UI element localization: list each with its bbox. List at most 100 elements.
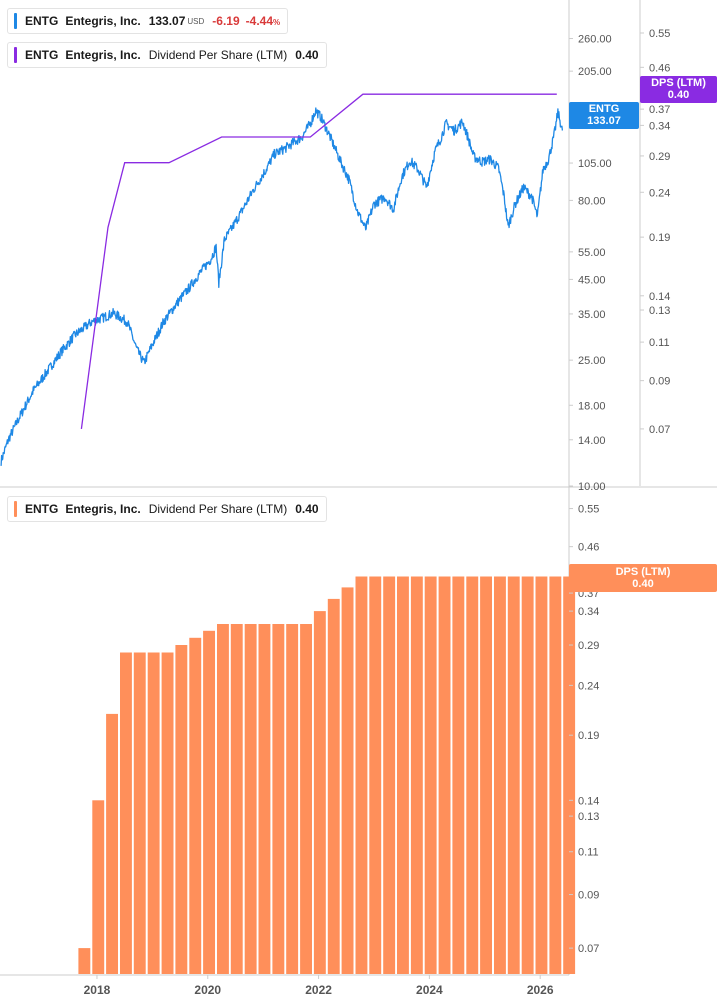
dps-bar-21 — [369, 576, 382, 974]
dps-bar-0 — [78, 948, 91, 974]
price-axis-tick-label-0: 10.00 — [578, 481, 606, 493]
price-axis-tick-label-10: 205.00 — [578, 66, 612, 78]
dps-bar-35 — [563, 576, 576, 974]
bar-axis-tick-label-5: 0.19 — [578, 730, 599, 742]
time-axis-label-2020: 2020 — [194, 983, 221, 997]
legend-dps-bottom-swatch — [14, 501, 17, 517]
price-tag: ENTG 133.07 — [569, 102, 639, 129]
dps-bar-26 — [438, 576, 451, 974]
legend-price-ticker: ENTG — [25, 14, 59, 28]
price-axis-tick-label-4: 35.00 — [578, 309, 606, 321]
price-tag-value: 133.07 — [587, 115, 621, 127]
legend-dps-top[interactable]: ENTG Entegris, Inc. Dividend Per Share (… — [7, 42, 327, 68]
dps-bar-13 — [258, 624, 271, 974]
dps-bar-6 — [161, 652, 174, 974]
dps-bar-34 — [549, 576, 562, 974]
dps-bar-32 — [521, 576, 534, 974]
price-axis-tick-label-3: 25.00 — [578, 355, 606, 367]
legend-price-change-pct-value: -4.44 — [245, 14, 274, 28]
price-axis-tick-label-8: 105.00 — [578, 158, 612, 170]
price-line — [0, 107, 564, 466]
dps-bar-3 — [120, 652, 132, 974]
dps-bar-33 — [535, 576, 548, 974]
bar-axis-tick-label-2: 0.11 — [578, 847, 599, 859]
legend-dps-top-value: 0.40 — [295, 48, 319, 62]
dps-bar-12 — [244, 624, 257, 974]
dps-bar-18 — [327, 598, 340, 974]
dps-axis-tick-label-10: 0.46 — [649, 62, 670, 74]
legend-dps-bottom[interactable]: ENTG Entegris, Inc. Dividend Per Share (… — [7, 496, 327, 522]
price-tag-ticker: ENTG — [588, 103, 620, 115]
bar-axis-tick-label-8: 0.34 — [578, 606, 599, 618]
dps-bar-11 — [230, 624, 243, 974]
dps-axis-tick-label-11: 0.55 — [649, 28, 670, 40]
dps-line-price-tag: DPS (LTM) 0.40 — [640, 76, 717, 103]
bar-axis-tick-label-11: 0.55 — [578, 504, 599, 516]
dps-axis-tick-label-1: 0.09 — [649, 376, 670, 388]
dps-axis-tick-label-0: 0.07 — [649, 424, 670, 436]
price-axis-tick-label-7: 80.00 — [578, 195, 606, 207]
dps-bar-10 — [217, 624, 229, 974]
price-axis-tick-label-6: 55.00 — [578, 247, 606, 259]
bar-axis-tick-label-6: 0.24 — [578, 680, 599, 692]
dps-bar-15 — [286, 624, 299, 974]
bar-axis-tick-label-10: 0.46 — [578, 542, 599, 554]
dps-bar-2 — [106, 713, 118, 974]
legend-dps-top-ticker: ENTG — [25, 48, 59, 62]
legend-dps-top-swatch — [14, 47, 17, 63]
dps-axis-tick-label-5: 0.19 — [649, 232, 670, 244]
time-axis-label-2026: 2026 — [527, 983, 554, 997]
dps-bar-19 — [341, 587, 354, 974]
bar-tag-label: DPS (LTM) — [615, 566, 671, 578]
bar-axis-tick-label-1: 0.09 — [578, 890, 599, 902]
dps-axis-tick-label-9: 0.37 — [649, 104, 670, 116]
dps-axis-tick-label-8: 0.34 — [649, 120, 670, 132]
price-axis-tick-label-11: 260.00 — [578, 34, 612, 46]
legend-price-company: Entegris, Inc. — [65, 14, 141, 28]
legend-price-currency: USD — [187, 16, 205, 26]
dps-axis-tick-label-4: 0.14 — [649, 291, 670, 303]
time-axis-label-2018: 2018 — [84, 983, 111, 997]
dps-bar-25 — [424, 576, 437, 974]
dps-line-tag-label: DPS (LTM) — [651, 77, 706, 89]
price-axis-tick-label-1: 14.00 — [578, 435, 606, 447]
dps-bar-9 — [203, 630, 215, 974]
time-axis-label-2022: 2022 — [305, 983, 332, 997]
dps-bar-29 — [480, 576, 492, 974]
dps-axis-tick-label-7: 0.29 — [649, 151, 670, 163]
dps-line — [80, 93, 557, 429]
legend-price-value: 133.07 — [148, 14, 186, 28]
dps-bar-5 — [147, 652, 160, 974]
dps-bar-7 — [175, 645, 188, 974]
dps-bar-24 — [410, 576, 423, 974]
legend-price-change-pct: -4.44% — [246, 14, 280, 28]
dps-bar-16 — [300, 624, 312, 974]
dps-axis-tick-label-6: 0.24 — [649, 187, 670, 199]
bar-axis-tick-label-0: 0.07 — [578, 943, 599, 955]
legend-price-pct-sign: % — [273, 18, 281, 27]
dps-bar-20 — [355, 576, 368, 974]
price-axis-tick-label-2: 18.00 — [578, 400, 606, 412]
dps-axis-tick-label-3: 0.13 — [649, 305, 670, 317]
dps-line-tag-value: 0.40 — [667, 89, 690, 101]
bar-axis-tick-label-3: 0.13 — [578, 811, 599, 823]
dps-bar-23 — [397, 576, 409, 974]
legend-dps-top-company: Entegris, Inc. — [65, 48, 141, 62]
dps-bar-14 — [272, 624, 285, 974]
dps-bar-30 — [494, 576, 506, 974]
dps-bar-27 — [452, 576, 465, 974]
legend-price[interactable]: ENTG Entegris, Inc. 133.07 USD -6.19 -4.… — [7, 8, 289, 34]
legend-dps-bottom-company: Entegris, Inc. — [65, 502, 141, 516]
dps-bar-22 — [383, 576, 396, 974]
legend-dps-bottom-value: 0.40 — [295, 502, 319, 516]
dps-bar-4 — [133, 652, 146, 974]
dps-axis-tick-label-2: 0.11 — [649, 337, 670, 349]
dps-bar-28 — [466, 576, 479, 974]
bar-axis-tick-label-4: 0.14 — [578, 795, 599, 807]
legend-price-change: -6.19 — [212, 14, 240, 28]
legend-dps-bottom-ticker: ENTG — [25, 502, 59, 516]
legend-dps-bottom-metric: Dividend Per Share (LTM) — [148, 502, 288, 516]
bar-axis-tick-label-7: 0.29 — [578, 640, 599, 652]
legend-price-swatch — [14, 13, 17, 29]
